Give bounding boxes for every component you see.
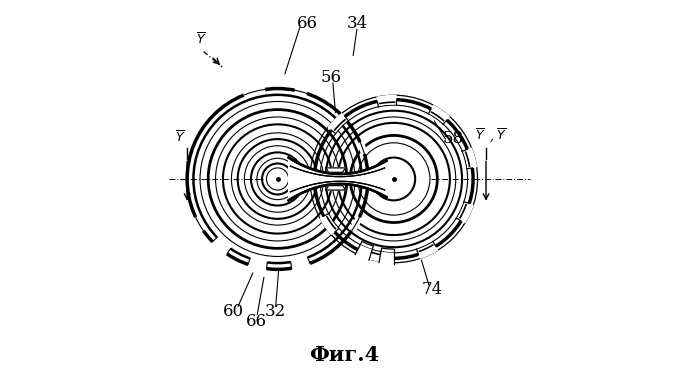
Text: Фиг.4: Фиг.4 xyxy=(310,345,380,365)
Polygon shape xyxy=(289,158,387,200)
Text: , $\overline{Y}$: , $\overline{Y}$ xyxy=(489,127,507,144)
Text: 58: 58 xyxy=(442,130,463,147)
Text: 66: 66 xyxy=(296,15,317,32)
Text: 66: 66 xyxy=(246,313,267,330)
Text: $\overline{Y}$: $\overline{Y}$ xyxy=(196,32,206,47)
Text: 34: 34 xyxy=(346,15,368,32)
Text: $\overline{Y}$: $\overline{Y}$ xyxy=(475,128,486,143)
Text: $\overline{Y}$: $\overline{Y}$ xyxy=(175,130,185,145)
Polygon shape xyxy=(326,186,345,190)
Text: 74: 74 xyxy=(422,281,443,298)
Polygon shape xyxy=(326,168,345,172)
Text: 60: 60 xyxy=(223,303,244,320)
Text: 32: 32 xyxy=(264,303,286,320)
Text: 56: 56 xyxy=(321,69,342,86)
